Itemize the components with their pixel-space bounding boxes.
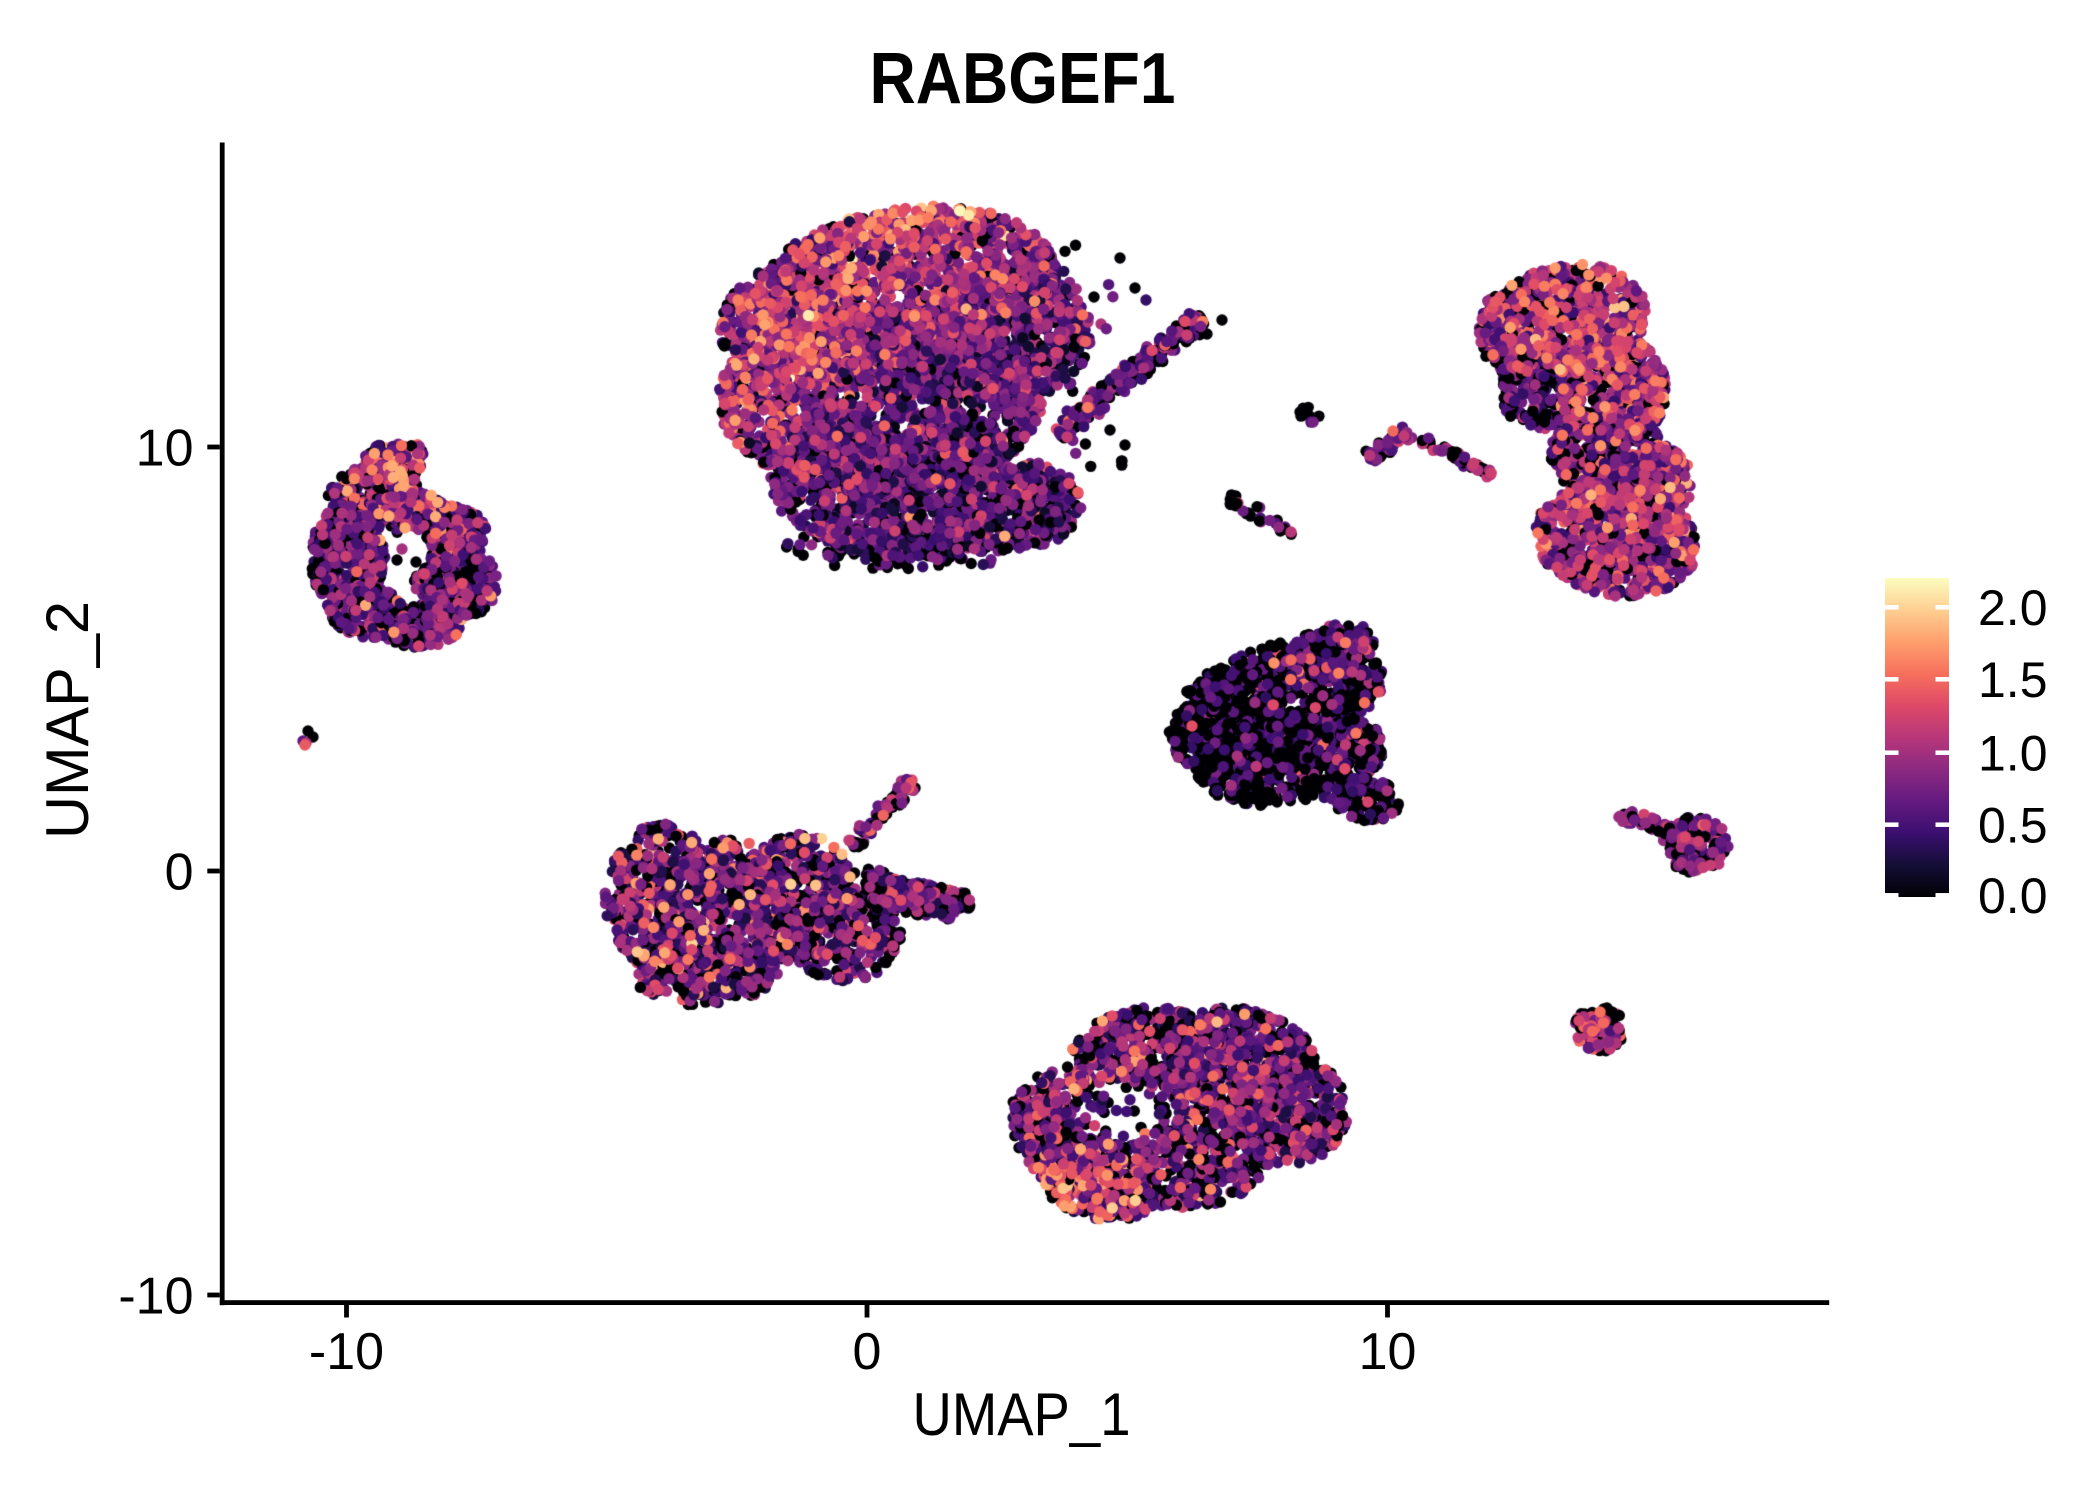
svg-text:UMAP_2: UMAP_2: [34, 601, 101, 839]
svg-text:0.5: 0.5: [1978, 798, 2048, 854]
svg-text:-10: -10: [309, 1323, 384, 1381]
svg-text:10: 10: [1359, 1323, 1417, 1381]
svg-text:UMAP_1: UMAP_1: [913, 1381, 1131, 1448]
svg-text:1.5: 1.5: [1978, 652, 2048, 708]
svg-text:-10: -10: [118, 1268, 193, 1326]
svg-text:RABGEF1: RABGEF1: [870, 39, 1176, 119]
svg-text:0.0: 0.0: [1978, 868, 2048, 924]
svg-text:0: 0: [853, 1323, 882, 1381]
svg-text:10: 10: [136, 420, 194, 478]
svg-text:1.0: 1.0: [1978, 726, 2048, 782]
svg-text:2.0: 2.0: [1978, 580, 2048, 636]
svg-text:0: 0: [165, 844, 194, 902]
